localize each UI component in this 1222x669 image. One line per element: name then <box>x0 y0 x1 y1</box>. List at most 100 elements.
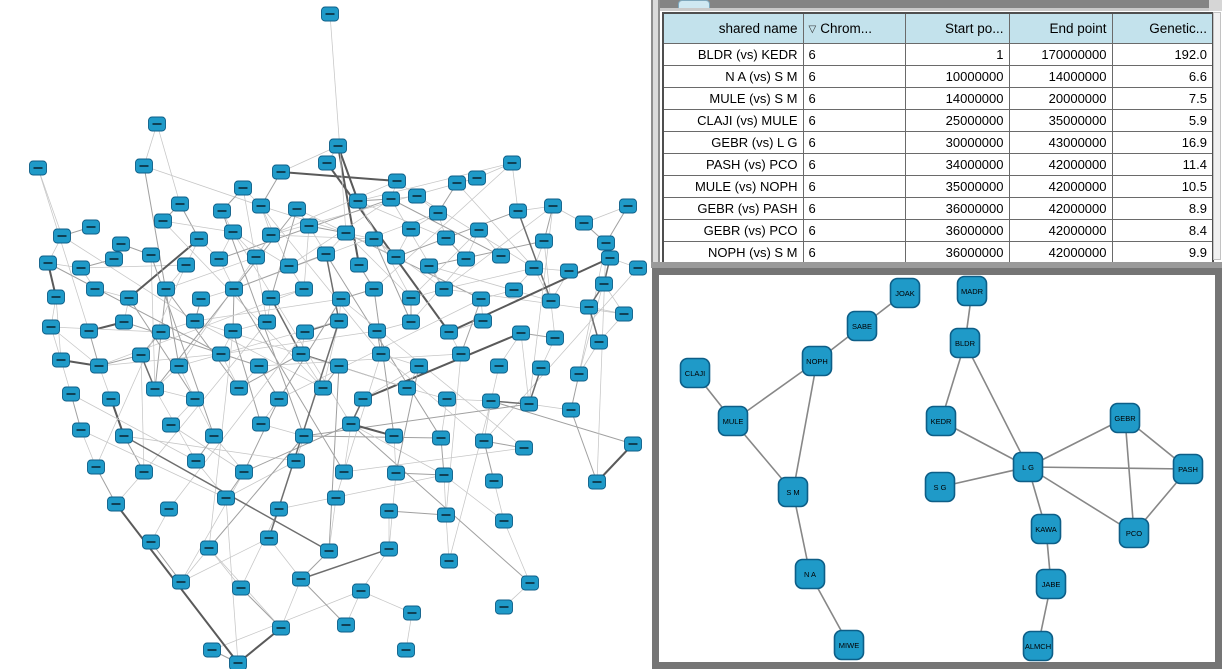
cell[interactable]: N A (vs) S M <box>662 65 804 88</box>
network-node[interactable] <box>154 213 172 229</box>
network-node-ALMCH[interactable]: ALMCH <box>1022 630 1054 662</box>
network-node[interactable] <box>152 324 170 340</box>
node-shape[interactable] <box>794 558 826 590</box>
cell[interactable]: 42000000 <box>1008 197 1113 220</box>
column-header-start-po-[interactable]: Start po... <box>904 12 1010 44</box>
network-edge[interactable] <box>50 326 100 367</box>
network-node[interactable] <box>365 231 383 247</box>
cell[interactable]: 6 <box>802 241 906 262</box>
cell[interactable]: 6 <box>802 153 906 176</box>
network-node[interactable] <box>86 281 104 297</box>
network-edge[interactable] <box>233 288 345 473</box>
network-node[interactable] <box>225 281 243 297</box>
cell[interactable]: 6.6 <box>1111 65 1214 88</box>
network-node[interactable] <box>546 330 564 346</box>
network-node[interactable] <box>382 191 400 207</box>
network-node[interactable] <box>203 642 221 658</box>
network-edge[interactable] <box>143 165 262 207</box>
cell[interactable]: BLDR (vs) KEDR <box>662 43 804 66</box>
node-shape[interactable] <box>1030 513 1062 545</box>
network-node[interactable] <box>520 396 538 412</box>
network-node[interactable] <box>186 313 204 329</box>
network-node[interactable] <box>387 249 405 265</box>
network-node[interactable] <box>120 290 138 306</box>
network-node[interactable] <box>321 6 339 22</box>
network-node[interactable] <box>525 260 543 276</box>
network-node-MULE[interactable]: MULE <box>717 405 749 437</box>
network-node-SM[interactable]: S M <box>777 476 809 508</box>
network-node[interactable] <box>292 346 310 362</box>
network-node-MIWE[interactable]: MIWE <box>833 629 865 661</box>
network-node[interactable] <box>262 290 280 306</box>
network-edge[interactable] <box>240 508 280 589</box>
network-node[interactable] <box>349 193 367 209</box>
network-node[interactable] <box>229 655 247 669</box>
network-edge[interactable] <box>280 171 398 182</box>
node-shape[interactable] <box>889 277 921 309</box>
network-edge[interactable] <box>140 354 145 473</box>
cell[interactable]: 1 <box>904 43 1010 66</box>
node-shape[interactable] <box>833 629 865 661</box>
network-node[interactable] <box>252 198 270 214</box>
node-shape[interactable] <box>846 310 878 342</box>
network-node[interactable] <box>619 198 637 214</box>
cell[interactable]: 34000000 <box>904 153 1010 176</box>
network-node[interactable] <box>232 580 250 596</box>
network-node-JABE[interactable]: JABE <box>1035 568 1067 600</box>
network-node[interactable] <box>213 203 231 219</box>
network-edge[interactable] <box>233 253 327 290</box>
network-node[interactable] <box>435 281 453 297</box>
network-node[interactable] <box>398 380 416 396</box>
network-node[interactable] <box>210 251 228 267</box>
network-node[interactable] <box>332 291 350 307</box>
network-node[interactable] <box>495 513 513 529</box>
network-node[interactable] <box>212 346 230 362</box>
network-node[interactable] <box>260 530 278 546</box>
cell[interactable]: GEBR (vs) L G <box>662 131 804 154</box>
network-node[interactable] <box>402 290 420 306</box>
network-node[interactable] <box>485 473 503 489</box>
network-node-KAWA[interactable]: KAWA <box>1030 513 1062 545</box>
network-node[interactable] <box>601 250 619 266</box>
network-edge[interactable] <box>180 537 270 583</box>
network-node[interactable] <box>142 247 160 263</box>
table-row[interactable]: NOPH (vs) S M 6 36000000 42000000 9.9 <box>662 241 1214 262</box>
network-edge-NOPH-SM[interactable] <box>792 360 818 493</box>
network-edge[interactable] <box>238 353 302 389</box>
network-node[interactable] <box>292 571 310 587</box>
network-node[interactable] <box>408 188 426 204</box>
node-shape[interactable] <box>924 471 956 503</box>
network-edge[interactable] <box>270 180 398 236</box>
network-edge[interactable] <box>428 240 545 267</box>
network-node-MADR[interactable]: MADR <box>956 275 988 307</box>
network-node[interactable] <box>186 391 204 407</box>
cell[interactable]: 6 <box>802 87 906 110</box>
network-node[interactable] <box>505 282 523 298</box>
cell[interactable]: 20000000 <box>1008 87 1113 110</box>
panel-divider[interactable] <box>651 0 660 268</box>
network-node[interactable] <box>300 218 318 234</box>
cell[interactable]: 7.5 <box>1111 87 1214 110</box>
network-node[interactable] <box>615 306 633 322</box>
network-node[interactable] <box>29 160 47 176</box>
network-node[interactable] <box>402 314 420 330</box>
network-node[interactable] <box>440 553 458 569</box>
network-edge[interactable] <box>445 353 462 516</box>
network-node[interactable] <box>170 358 188 374</box>
network-node[interactable] <box>148 116 166 132</box>
network-node[interactable] <box>490 358 508 374</box>
network-edge[interactable] <box>303 435 442 439</box>
node-shape[interactable] <box>777 476 809 508</box>
network-edge[interactable] <box>340 298 525 449</box>
network-node[interactable] <box>296 324 314 340</box>
network-edge-LG-PASH[interactable] <box>1027 466 1189 470</box>
network-node[interactable] <box>317 246 335 262</box>
network-node[interactable] <box>472 291 490 307</box>
network-node[interactable] <box>452 346 470 362</box>
network-edge[interactable] <box>328 365 340 552</box>
cell[interactable]: 8.9 <box>1111 197 1214 220</box>
network-node[interactable] <box>107 496 125 512</box>
network-node[interactable] <box>495 599 513 615</box>
node-shape[interactable] <box>679 357 711 389</box>
network-node[interactable] <box>597 235 615 251</box>
